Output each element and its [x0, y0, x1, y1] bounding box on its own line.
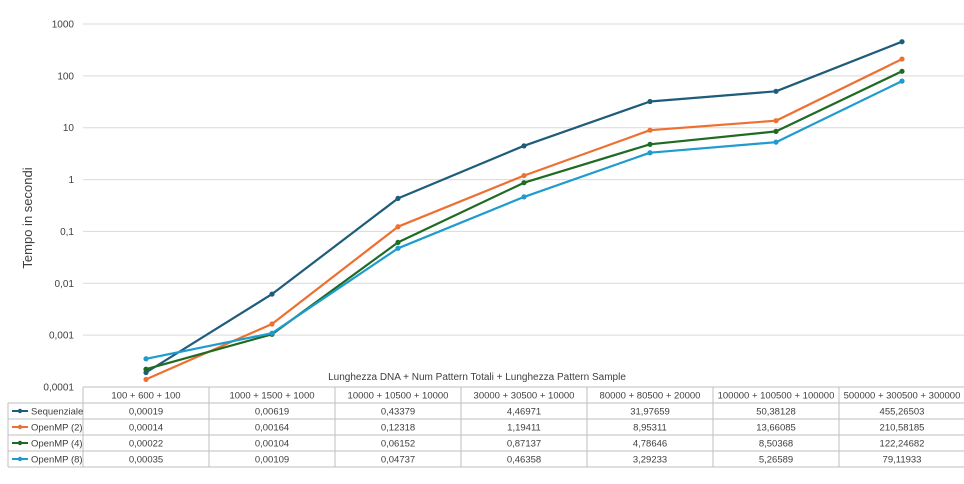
- data-label: 0,00035: [129, 455, 163, 466]
- data-point: [269, 321, 275, 327]
- data-label: 8,50368: [759, 439, 793, 450]
- data-label: 8,95311: [633, 423, 667, 434]
- y-tick-label: 100: [57, 71, 74, 82]
- x-tick-label: 500000 + 300500 + 300000: [844, 391, 961, 402]
- legend-marker: [17, 424, 23, 430]
- data-label: 1,19411: [507, 423, 541, 434]
- data-label: 5,26589: [759, 455, 793, 466]
- data-point: [773, 128, 779, 134]
- data-label: 122,24682: [880, 439, 925, 450]
- data-point: [899, 56, 905, 62]
- data-label: 0,06152: [381, 439, 415, 450]
- data-label: 0,00619: [255, 407, 289, 418]
- y-tick-label: 0,0001: [43, 383, 74, 394]
- x-tick-label: 100 + 600 + 100: [111, 391, 180, 402]
- series-line: [145, 80, 903, 360]
- y-tick-label: 1: [68, 175, 74, 186]
- data-label: 0,00019: [129, 407, 163, 418]
- data-point: [395, 224, 401, 230]
- data-label: 0,46358: [507, 455, 541, 466]
- gridlines: [83, 23, 964, 388]
- data-point: [521, 180, 527, 186]
- legend-marker: [17, 456, 23, 462]
- x-axis-label: Lunghezza DNA + Num Pattern Totali + Lun…: [328, 372, 626, 383]
- y-tick-label: 1000: [52, 20, 75, 31]
- y-tick-label: 0,001: [49, 331, 74, 342]
- data-point: [143, 366, 149, 372]
- data-label: 3,29233: [633, 455, 667, 466]
- data-label: 210,58185: [880, 423, 925, 434]
- data-point: [521, 194, 527, 200]
- data-point: [647, 141, 653, 147]
- data-table: 100 + 600 + 100 1000 + 1500 + 1000 10000 +…: [7, 386, 964, 468]
- data-point: [269, 330, 275, 336]
- y-axis-label: Tempo in secondi: [20, 167, 35, 268]
- y-tick-label: 10: [63, 123, 75, 134]
- data-point: [521, 143, 527, 149]
- data-label: 50,38128: [756, 407, 796, 418]
- x-tick-label: 80000 + 80500 + 20000: [600, 391, 701, 402]
- data-point: [143, 376, 149, 383]
- series-line: [145, 70, 903, 371]
- legend-entry: Sequenziale: [31, 407, 83, 418]
- legend-marker: [17, 408, 23, 414]
- data-label: 0,87137: [507, 439, 541, 450]
- data-point: [773, 139, 779, 145]
- data-label: 13,66085: [756, 423, 796, 434]
- x-tick-label: 1000 + 1500 + 1000: [229, 391, 314, 402]
- data-point: [395, 239, 401, 245]
- x-tick-label: 100000 + 100500 + 100000: [718, 391, 835, 402]
- x-tick-label: 30000 + 30500 + 10000: [474, 391, 575, 402]
- series-line: [145, 58, 903, 381]
- data-label: 455,26503: [880, 407, 925, 418]
- data-label: 4,46971: [507, 407, 541, 418]
- data-label: 31,97659: [630, 407, 670, 418]
- data-label: 0,00164: [255, 423, 289, 434]
- y-axis-ticks: 0,0001 0,001 0,01 0,1 1 10 100 1000: [43, 20, 74, 394]
- data-label: 0,43379: [381, 407, 415, 418]
- data-label: 0,00022: [129, 439, 163, 450]
- data-label: 0,04737: [381, 455, 415, 466]
- data-point: [143, 356, 149, 362]
- data-point: [899, 68, 905, 74]
- y-tick-label: 0,1: [60, 227, 74, 238]
- data-label: 0,12318: [381, 423, 415, 434]
- data-label: 79,11933: [883, 455, 922, 466]
- data-point: [773, 118, 779, 124]
- data-point: [773, 88, 779, 94]
- data-point: [899, 78, 905, 84]
- x-tick-label: 10000 + 10500 + 10000: [348, 391, 449, 402]
- data-point: [395, 245, 401, 251]
- data-point: [521, 172, 527, 179]
- data-label: 0,00104: [255, 439, 289, 450]
- legend-entry: OpenMP (4): [31, 439, 83, 450]
- legend-entry: OpenMP (8): [31, 455, 83, 466]
- series-lines: [143, 39, 905, 383]
- y-tick-label: 0,01: [55, 279, 75, 290]
- data-point: [647, 150, 653, 156]
- data-point: [647, 98, 653, 105]
- series-line: [145, 40, 903, 374]
- data-point: [647, 127, 653, 133]
- data-label: 0,00109: [255, 455, 289, 466]
- legend-entry: OpenMP (2): [31, 423, 83, 434]
- data-point: [899, 39, 905, 45]
- legend-marker: [17, 440, 23, 446]
- data-label: 4,78646: [633, 439, 667, 450]
- data-point: [269, 291, 275, 297]
- data-point: [395, 195, 401, 201]
- data-label: 0,00014: [129, 423, 163, 434]
